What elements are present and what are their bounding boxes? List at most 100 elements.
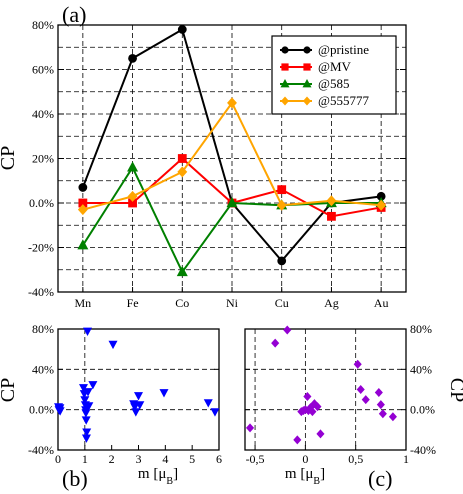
- panel-c-y-axis-label: CP: [446, 378, 463, 402]
- scatter-point: [131, 408, 141, 417]
- legend-marker: [302, 96, 312, 106]
- panel-c-frame: [244, 328, 407, 451]
- scatter-point: [83, 388, 93, 397]
- y-tick-label: -20%: [28, 241, 54, 255]
- x-tick-label: 1: [82, 452, 88, 466]
- scatter-point: [81, 434, 91, 443]
- scatter-point: [210, 408, 220, 417]
- data-point: [128, 198, 137, 208]
- scatter-point: [203, 399, 213, 408]
- x-tick-label: Co: [175, 296, 189, 310]
- x-tick-label: Ag: [324, 296, 339, 310]
- data-point: [77, 239, 89, 250]
- data-point: [227, 97, 237, 109]
- scatter-point: [388, 412, 397, 422]
- legend-label: @585: [318, 76, 349, 91]
- x-tick-label: Ni: [226, 296, 239, 310]
- scatter-point: [316, 429, 325, 439]
- y-tick-label: 20%: [32, 152, 54, 166]
- scatter-point: [88, 381, 98, 390]
- x-tick-label: Fe: [127, 296, 139, 310]
- data-point: [277, 256, 287, 266]
- panel-b-x-axis-label: m [μB]: [138, 466, 178, 487]
- legend-label: @555777: [318, 93, 369, 108]
- data-point: [128, 53, 137, 63]
- y-tick-label: -40%: [28, 285, 54, 299]
- scatter-point: [378, 409, 387, 419]
- x-tick-label: 3: [136, 452, 142, 466]
- scatter-point: [245, 423, 255, 433]
- legend-marker: [281, 46, 289, 54]
- x-tick-label: Au: [374, 296, 389, 310]
- panel-c: -40% 0.0% 40% 80% -0,5 0 0,5 1 CP (c) m [μB]: [244, 322, 463, 491]
- scatter-point: [376, 400, 385, 410]
- data-point: [78, 198, 88, 208]
- panel-c-label: (c): [368, 466, 392, 491]
- y-tick-label: 80%: [32, 322, 54, 336]
- y-tick-label: -40%: [28, 443, 54, 457]
- scatter-point: [81, 409, 91, 418]
- x-tick-label: 6: [216, 452, 222, 466]
- scatter-point: [308, 407, 317, 417]
- scatter-point: [78, 384, 88, 393]
- legend-marker: [281, 63, 289, 71]
- x-tick-label: 4: [162, 452, 168, 466]
- scatter-point: [159, 389, 169, 398]
- panel-a-label: (a): [62, 2, 86, 27]
- scatter-point: [310, 399, 319, 409]
- legend: @pristine @MV @585 @555777: [271, 35, 397, 115]
- y-tick-label: 40%: [32, 107, 54, 121]
- y-tick-label: -40%: [410, 443, 436, 457]
- data-point: [277, 185, 287, 195]
- y-tick-label: 0.0%: [29, 196, 54, 210]
- scatter-point: [374, 388, 383, 398]
- x-tick-label: Mn: [75, 296, 92, 310]
- scatter-point: [80, 396, 90, 405]
- legend-marker: [303, 46, 311, 54]
- y-tick-label: 40%: [32, 362, 54, 376]
- scatter-point: [83, 327, 93, 336]
- data-point: [177, 166, 188, 178]
- y-tick-label: 0.0%: [410, 403, 435, 417]
- data-point: [226, 196, 238, 208]
- data-point: [276, 199, 287, 211]
- x-tick-label: 2: [109, 452, 115, 466]
- scatter-point: [356, 385, 365, 394]
- scatter-point: [353, 359, 362, 369]
- x-tick-label: 0,5: [348, 452, 363, 466]
- scatter-point: [293, 435, 302, 445]
- y-tick-label: 40%: [410, 362, 432, 376]
- x-tick-label: Cu: [275, 296, 289, 310]
- scatter-point: [283, 325, 292, 335]
- legend-marker: [303, 63, 311, 71]
- x-tick-label: 0: [302, 452, 308, 466]
- data-point: [376, 199, 387, 211]
- y-tick-label: 60%: [32, 63, 54, 77]
- legend-marker: [302, 79, 312, 88]
- scatter-point: [108, 340, 118, 350]
- scatter-point: [82, 428, 92, 437]
- panel-b-label: (b): [62, 466, 88, 491]
- x-tick-label: 1: [403, 452, 409, 466]
- data-point: [78, 183, 88, 192]
- legend-marker: [280, 79, 290, 88]
- data-point: [326, 195, 337, 207]
- data-point: [376, 191, 386, 201]
- scatter-point: [135, 401, 145, 410]
- scatter-point: [84, 402, 94, 411]
- scatter-point: [81, 416, 91, 425]
- panel-c-x-axis-label: m [μB]: [285, 466, 325, 487]
- scatter-point: [271, 338, 280, 348]
- scatter-point: [313, 402, 322, 412]
- scatter-point: [304, 406, 313, 416]
- data-point: [176, 265, 188, 277]
- y-tick-label: 80%: [32, 18, 54, 32]
- data-point: [177, 154, 187, 163]
- data-point: [127, 190, 138, 202]
- legend-label: @pristine: [318, 42, 369, 57]
- series-555777: [77, 97, 387, 216]
- y-tick-label: 0.0%: [29, 403, 54, 417]
- data-point: [327, 211, 336, 221]
- legend-label: @MV: [318, 59, 352, 74]
